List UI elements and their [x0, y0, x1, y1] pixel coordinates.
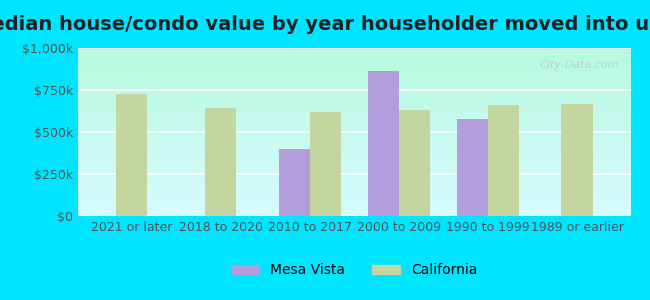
Legend: Mesa Vista, California: Mesa Vista, California [226, 258, 483, 283]
Bar [488, 106, 519, 216]
Bar [278, 149, 309, 216]
Bar [368, 71, 399, 216]
Bar [309, 112, 341, 216]
Bar [116, 94, 147, 216]
Bar [457, 119, 488, 216]
Bar [205, 109, 236, 216]
Text: City-Data.com: City-Data.com [540, 60, 619, 70]
Bar [399, 110, 430, 216]
Text: Median house/condo value by year householder moved into unit: Median house/condo value by year househo… [0, 15, 650, 34]
Bar [562, 104, 593, 216]
